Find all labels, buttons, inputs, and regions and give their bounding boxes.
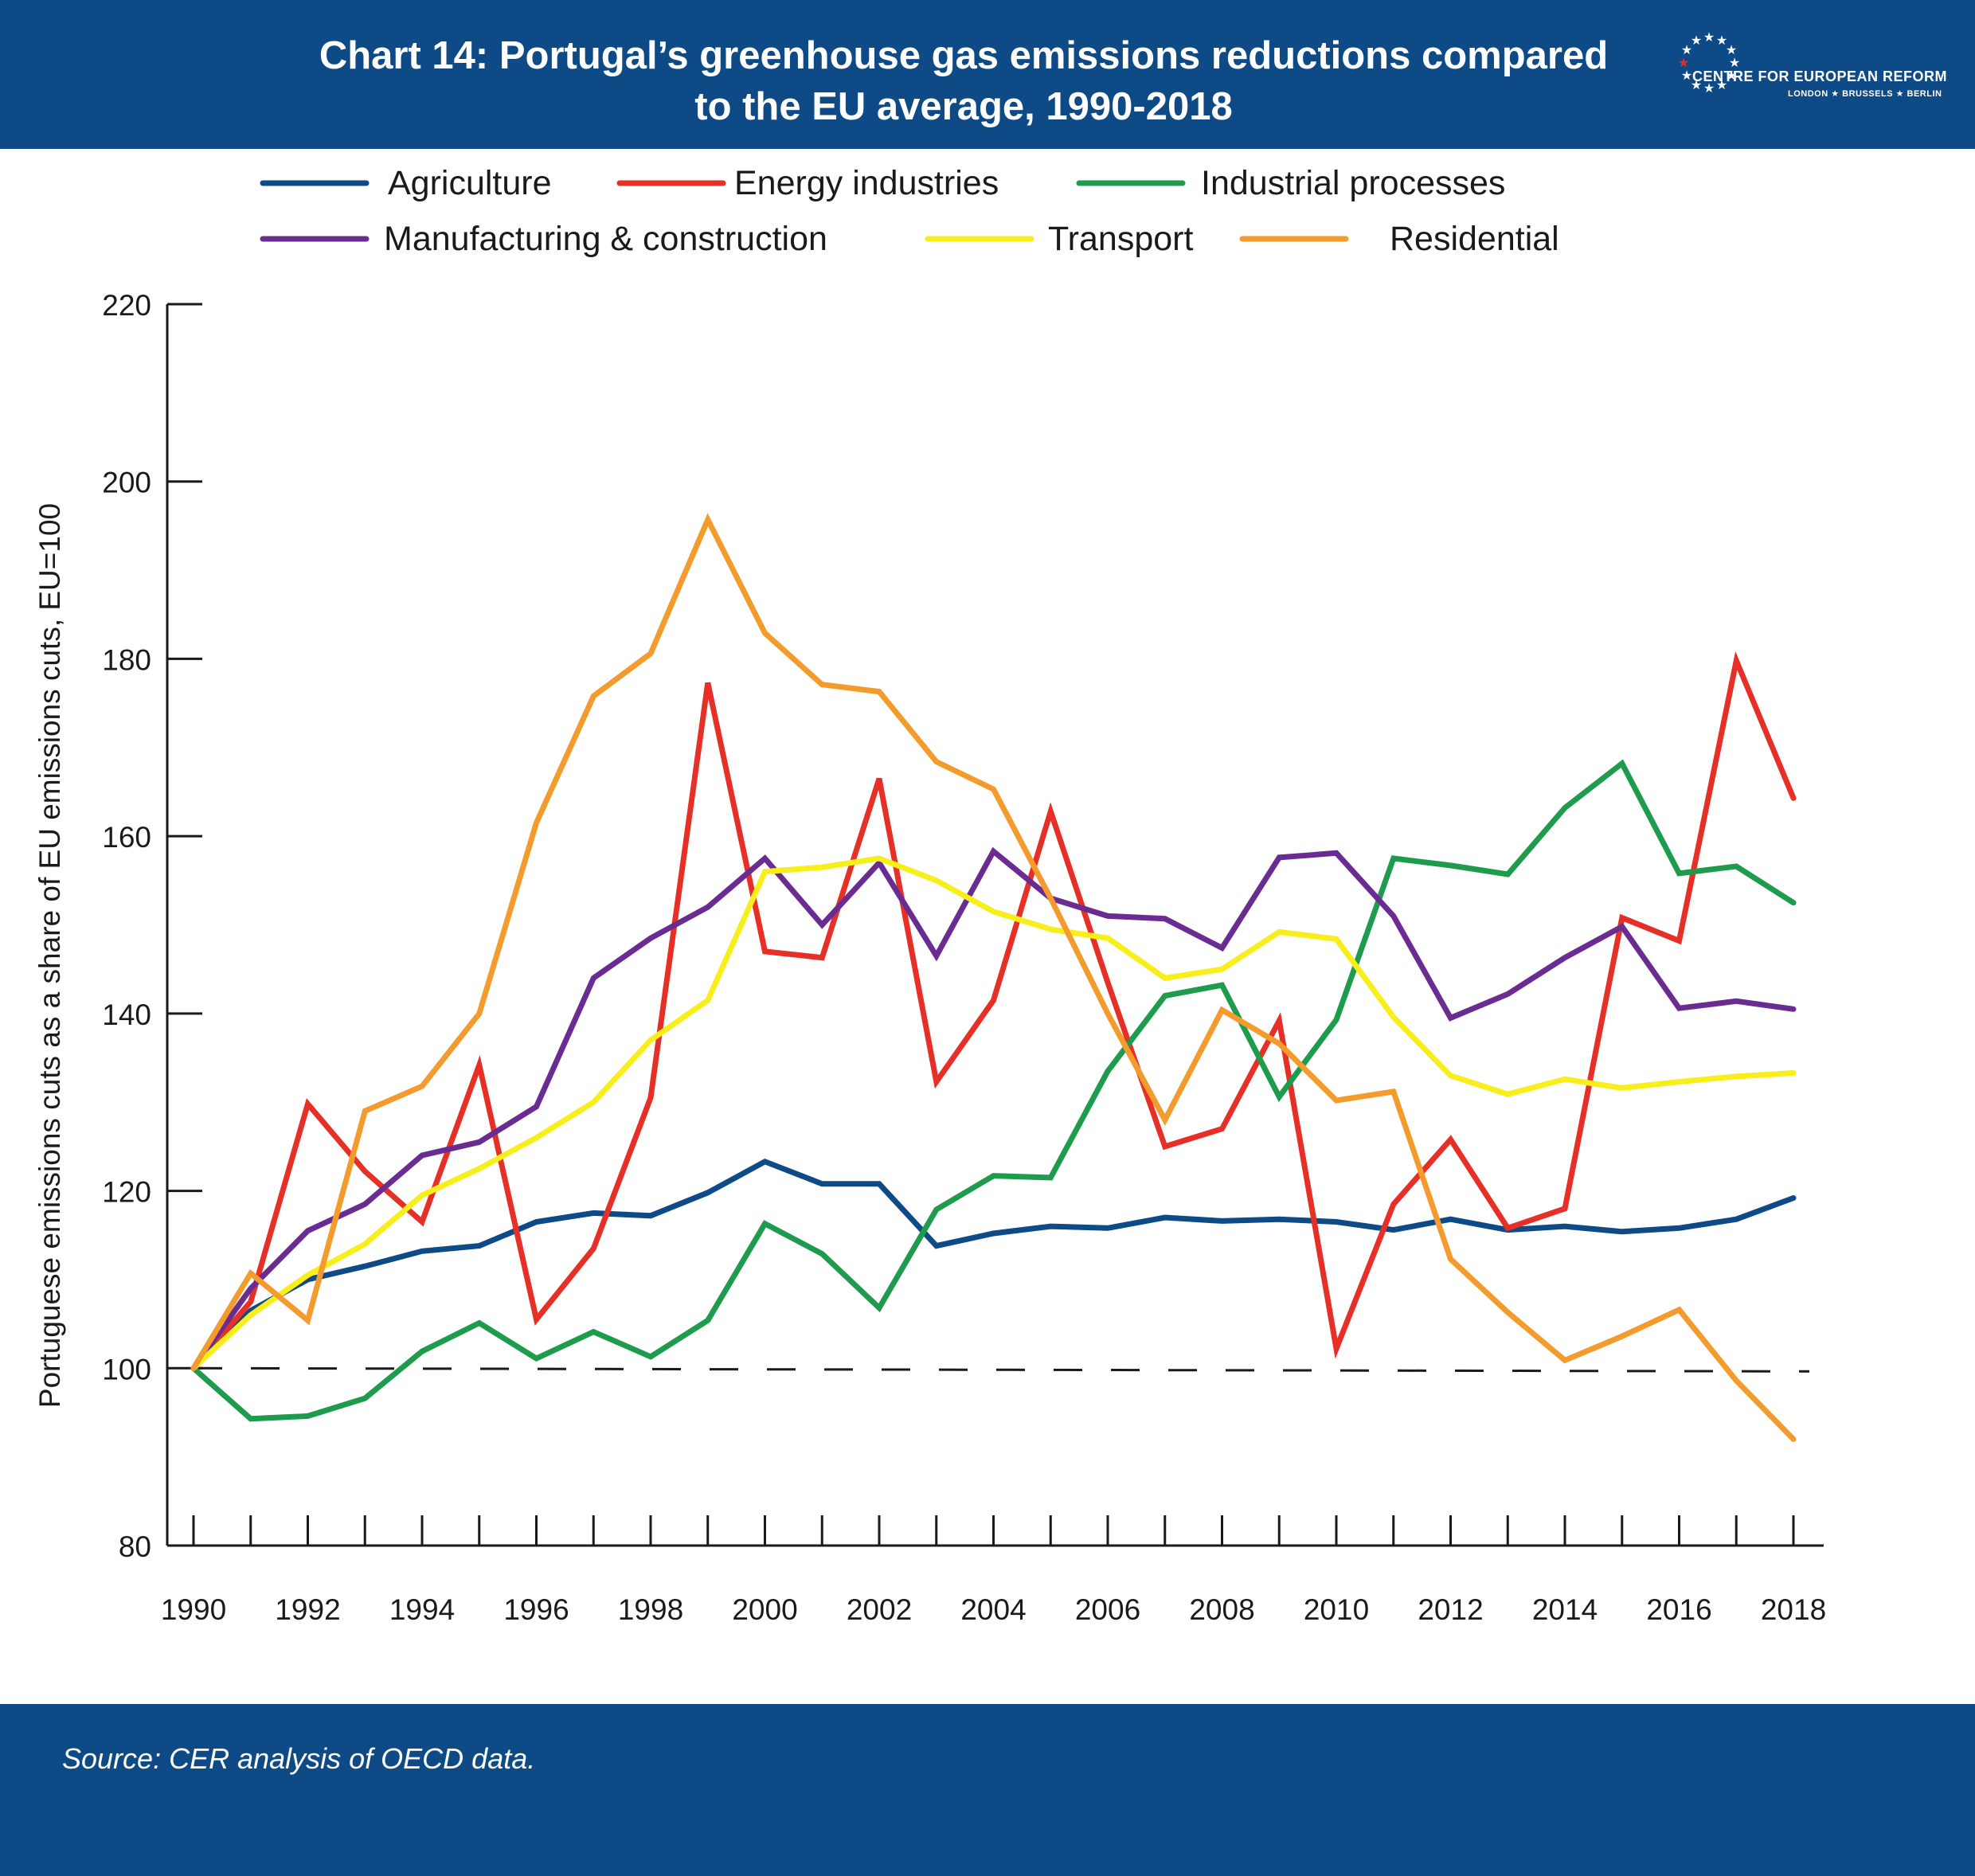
logo-cities: LONDON ★ BRUSSELS ★ BERLIN xyxy=(1788,89,1942,99)
series-line-transport xyxy=(190,855,1797,1371)
legend-label-manufacturing-construction: Manufacturing & construction xyxy=(384,220,827,258)
x-tick-label: 1996 xyxy=(503,1593,569,1626)
legend-label-residential: Residential xyxy=(1390,220,1559,258)
svg-text:★: ★ xyxy=(1729,55,1740,70)
svg-text:★: ★ xyxy=(1716,77,1727,92)
x-tick-label: 2000 xyxy=(732,1593,797,1626)
x-tick-label: 1998 xyxy=(618,1593,683,1626)
svg-text:★: ★ xyxy=(1703,32,1715,45)
source-note: Source: CER analysis of OECD data. xyxy=(62,1742,536,1775)
svg-text:★: ★ xyxy=(1726,68,1737,83)
x-tick-label: 2012 xyxy=(1418,1593,1483,1626)
x-tick-label: 2004 xyxy=(960,1593,1026,1626)
y-axis-label: Portuguese emissions cuts as a share of … xyxy=(33,503,66,1408)
series-line-residential xyxy=(190,513,1797,1442)
legend-label-agriculture: Agriculture xyxy=(388,164,552,202)
x-tick-label: 2002 xyxy=(847,1593,912,1626)
x-tick-label: 2018 xyxy=(1761,1593,1826,1626)
svg-text:★: ★ xyxy=(1681,42,1692,57)
x-tick-label: 2010 xyxy=(1304,1593,1369,1626)
x-tick-label: 2014 xyxy=(1532,1593,1598,1626)
legend-label-transport: Transport xyxy=(1048,220,1193,258)
chart-axes: 80 100 120 140 160 180 200 220 1990 1992 1994 1996 1… xyxy=(102,289,1826,1626)
svg-text:★: ★ xyxy=(1681,68,1692,83)
line-chart: Agriculture Energy industries Industrial p… xyxy=(33,164,1826,1626)
svg-text:★: ★ xyxy=(1678,55,1689,70)
header-banner: Chart 14: Portugal’s greenhouse gas emis… xyxy=(0,0,1975,149)
cer-logo-stars-icon: ★ ★★ ★★★ ★★★ ★★ ★ xyxy=(1678,32,1740,96)
x-tick-label: 2008 xyxy=(1189,1593,1254,1626)
svg-text:★: ★ xyxy=(1703,80,1715,96)
x-tick-label: 2006 xyxy=(1075,1593,1140,1626)
svg-text:★: ★ xyxy=(1716,33,1727,48)
x-tick-label: 2016 xyxy=(1646,1593,1711,1626)
y-tick-label: 220 xyxy=(102,289,151,322)
chart-legend: Agriculture Energy industries Industrial p… xyxy=(260,164,1559,258)
y-tick-label: 200 xyxy=(102,467,151,499)
series-line-industrial-processes xyxy=(190,759,1797,1422)
chart-title-line2: to the EU average, 1990-2018 xyxy=(694,85,1233,128)
legend-label-energy-industries: Energy industries xyxy=(734,164,999,202)
chart-series xyxy=(190,513,1797,1442)
y-tick-label: 120 xyxy=(102,1176,151,1209)
chart-title: Chart 14: Portugal’s greenhouse gas emis… xyxy=(239,30,1688,132)
x-tick-label: 1992 xyxy=(275,1593,340,1626)
y-tick-label: 80 xyxy=(119,1530,151,1563)
y-tick-label: 100 xyxy=(102,1353,151,1386)
footer-banner xyxy=(0,1704,1975,1876)
logo-name: CENTRE FOR EUROPEAN REFORM xyxy=(1692,68,1948,84)
svg-text:★: ★ xyxy=(1691,77,1702,92)
x-tick-label: 1994 xyxy=(389,1593,455,1626)
x-tick-label: 1990 xyxy=(161,1593,226,1626)
series-line-agriculture xyxy=(190,1158,1797,1371)
series-line-manufacturing-construction xyxy=(190,846,1797,1371)
series-line-energy-industries xyxy=(190,651,1797,1371)
y-tick-label: 180 xyxy=(102,643,151,676)
svg-text:★: ★ xyxy=(1726,42,1737,57)
y-tick-label: 140 xyxy=(102,999,151,1031)
legend-label-industrial-processes: Industrial processes xyxy=(1201,164,1505,202)
reference-line-eu-100 xyxy=(193,1366,1810,1373)
y-tick-label: 160 xyxy=(102,821,151,854)
chart-title-line1: Chart 14: Portugal’s greenhouse gas emis… xyxy=(319,34,1609,77)
svg-text:★: ★ xyxy=(1691,33,1702,48)
